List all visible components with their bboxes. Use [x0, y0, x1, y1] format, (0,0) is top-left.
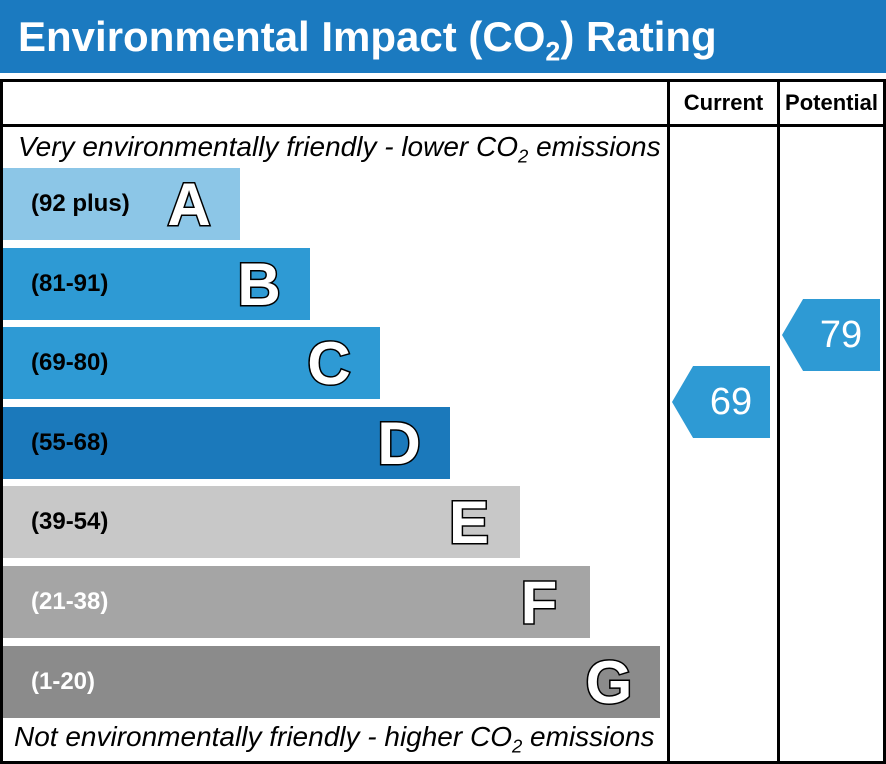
band-letter: E: [447, 488, 490, 558]
band-letter: F: [519, 568, 559, 638]
current-column-divider: [667, 82, 670, 761]
svg-text:B: B: [237, 251, 280, 318]
band-range-label: (81-91): [31, 270, 109, 297]
band-range-label: (1-20): [31, 668, 96, 695]
rating-band: (92 plus) A: [3, 168, 240, 240]
band-range-label: (39-54): [31, 508, 109, 535]
co2-subscript: 2: [511, 735, 523, 757]
bottom-note: Not environmentally friendly - higher CO…: [14, 721, 655, 757]
rating-band: (69-80) C: [3, 327, 380, 399]
top-note: Very environmentally friendly - lower CO…: [18, 131, 661, 167]
svg-text:G: G: [586, 649, 633, 716]
potential-column-divider: [777, 82, 780, 761]
band-range-label: (21-38): [31, 588, 109, 615]
current-column-header: Current: [683, 90, 764, 115]
rating-band: (21-38) F: [3, 566, 590, 638]
band-letter: G: [584, 648, 634, 718]
band-letter: A: [166, 170, 212, 240]
title-bar: Environmental Impact (CO2) Rating: [0, 0, 886, 73]
page-title: Environmental Impact (CO2) Rating: [18, 13, 717, 67]
rating-band: (1-20) G: [3, 646, 660, 718]
current-rating-value: 69: [709, 380, 753, 423]
header-divider-line: [3, 124, 883, 127]
potential-rating-value: 79: [819, 313, 863, 356]
band-letter: B: [236, 250, 282, 320]
svg-text:D: D: [377, 410, 420, 477]
current-rating-arrow: 69: [672, 366, 770, 438]
co2-subscript: 2: [545, 36, 561, 67]
potential-column-header: Potential: [785, 90, 878, 115]
potential-rating-arrow: 79: [782, 299, 880, 371]
rating-band: (55-68) D: [3, 407, 450, 479]
band-letter: D: [376, 409, 422, 479]
rating-band: (81-91) B: [3, 248, 310, 320]
svg-text:F: F: [521, 569, 558, 636]
band-range-label: (55-68): [31, 429, 109, 456]
band-range-label: (92 plus): [31, 190, 130, 217]
svg-text:C: C: [307, 330, 350, 397]
co2-subscript: 2: [518, 145, 529, 167]
rating-band: (39-54) E: [3, 486, 520, 558]
svg-text:A: A: [167, 171, 210, 238]
svg-text:E: E: [449, 489, 489, 556]
band-range-label: (69-80): [31, 349, 109, 376]
band-letter: C: [306, 329, 352, 399]
